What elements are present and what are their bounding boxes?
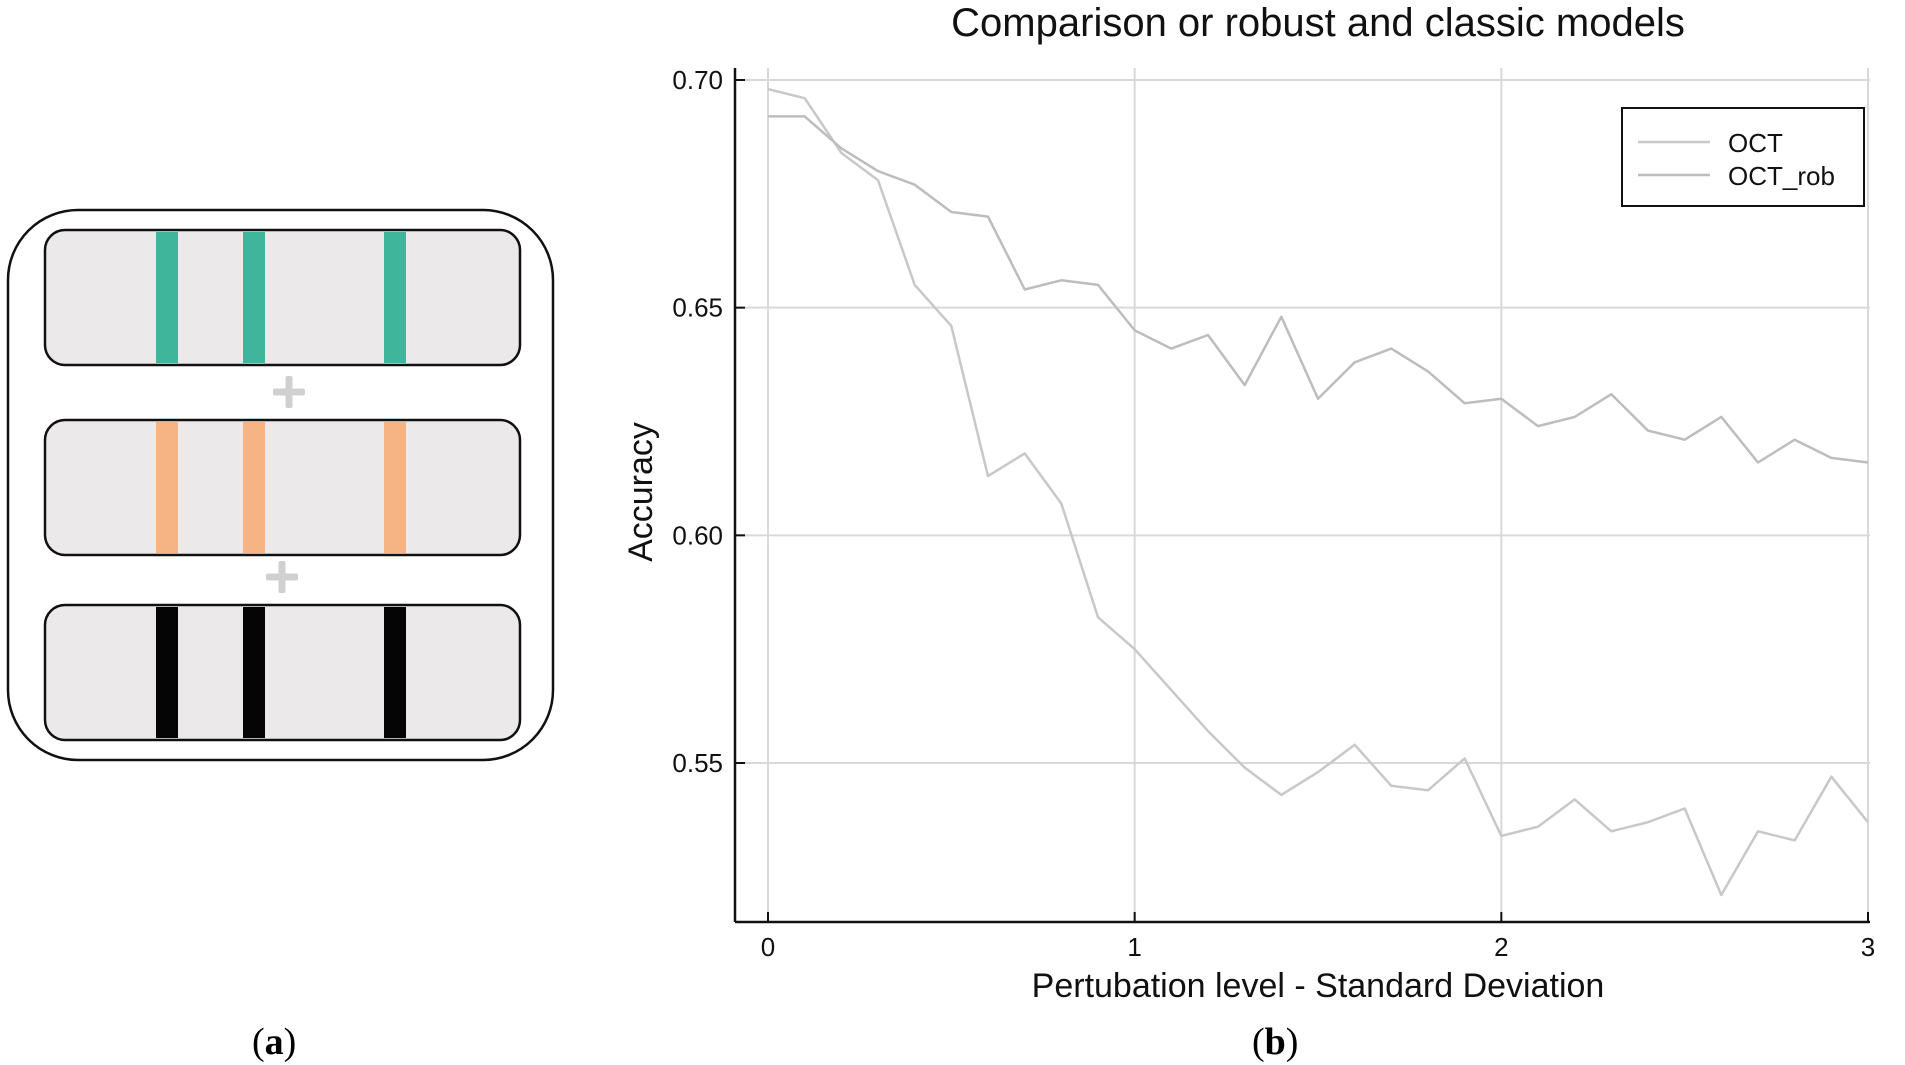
stripe-1-3: [384, 232, 406, 363]
x-axis-label: Pertubation level - Standard Deviation: [1032, 967, 1605, 1000]
panel-b-chart: 0.55 0.60 0.65 0.70 0 1 2 3 Comparison or robus…: [622, 1, 1875, 1000]
stripe-3-3: [384, 607, 406, 738]
series-line-oct-rob: [768, 115, 1869, 464]
y-tick-label-3: 0.70: [672, 65, 723, 95]
legend-box: [1621, 107, 1865, 207]
tile-row-1: [43, 228, 522, 367]
legend-label-oct-rob: OCT_rob: [1728, 161, 1835, 191]
panel-b-label: (b): [1252, 1021, 1299, 1063]
stripe-3-2: [243, 607, 265, 738]
y-axis-label: Accuracy: [622, 422, 660, 562]
x-tick-label-3: 3: [1861, 932, 1875, 962]
y-tick-label-1: 0.60: [672, 520, 723, 550]
x-tick-label-0: 0: [761, 932, 775, 962]
chart-title: Comparison or robust and classic models: [951, 1, 1685, 45]
series-line-oct: [767, 87, 1869, 897]
stripe-2-2: [243, 422, 265, 553]
panel-a-diagram: [6, 208, 555, 762]
tile-row-2: [43, 418, 522, 557]
x-tick-label-2: 2: [1494, 932, 1508, 962]
legend-label-oct: OCT: [1728, 128, 1783, 158]
y-tick-label-2: 0.65: [672, 293, 723, 323]
plus-icon: [266, 561, 298, 593]
stripe-1-1: [156, 232, 178, 363]
tile-row-3: [43, 603, 522, 742]
stripe-2-1: [156, 422, 178, 553]
y-tick-label-0: 0.55: [672, 748, 723, 778]
stripe-3-1: [156, 607, 178, 738]
stripe-2-3: [384, 422, 406, 553]
x-tick-label-1: 1: [1127, 932, 1141, 962]
stripe-1-2: [243, 232, 265, 363]
panel-a-label: (a): [252, 1021, 297, 1063]
plus-icon: [273, 376, 305, 408]
legend: OCT OCT_rob: [1621, 107, 1865, 207]
